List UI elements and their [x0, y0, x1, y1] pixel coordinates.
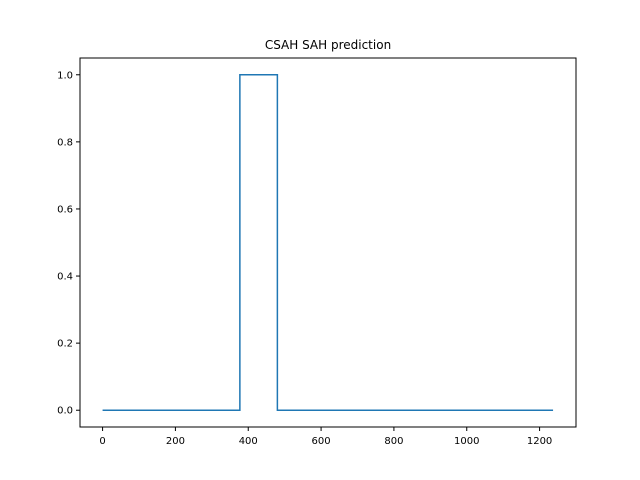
- y-axis: 0.0 0.2 0.4 0.6 0.8 1.0: [57, 70, 80, 417]
- plot-frame: [79, 57, 577, 428]
- y-tick-label: 0.2: [57, 339, 73, 350]
- x-tick-label: 200: [166, 436, 185, 447]
- x-tick-label: 400: [239, 436, 258, 447]
- x-tick-label: 1200: [527, 436, 552, 447]
- x-tick-label: 800: [384, 436, 403, 447]
- y-tick-label: 0.6: [57, 204, 73, 215]
- y-tick-label: 0.8: [57, 137, 73, 148]
- x-axis: 0 200 400 600 800 1000 1200: [99, 427, 552, 447]
- y-tick-label: 0.4: [57, 272, 73, 283]
- x-tick-label: 600: [312, 436, 331, 447]
- series-line: [102, 74, 554, 411]
- y-tick-label: 1.0: [57, 70, 73, 81]
- x-tick-label: 1000: [454, 436, 479, 447]
- chart-title: CSAH SAH prediction: [265, 38, 391, 52]
- plot-lines: [102, 74, 554, 411]
- x-tick-label: 0: [99, 436, 105, 447]
- y-tick-label: 0.0: [57, 406, 73, 417]
